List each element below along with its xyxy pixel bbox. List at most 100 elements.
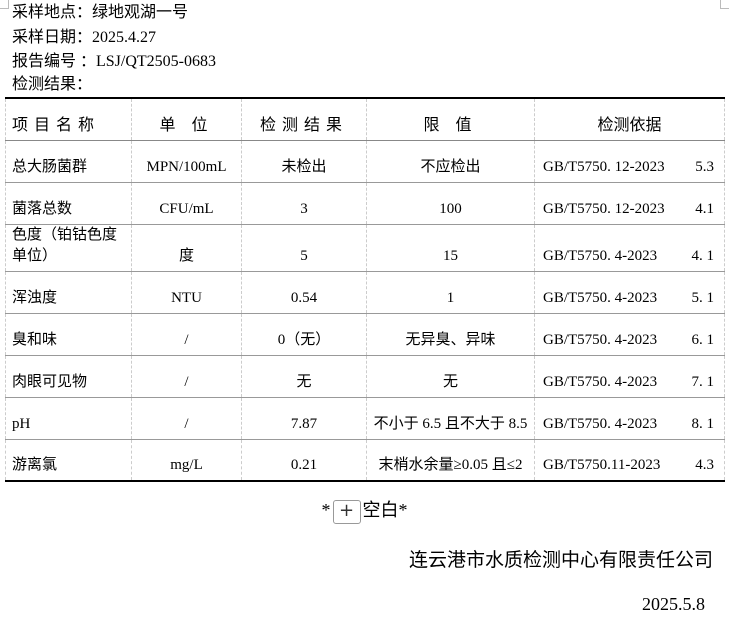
result-text: 无 xyxy=(296,373,312,390)
column-header: 单 位 xyxy=(131,98,242,140)
unit-text: NTU xyxy=(171,289,202,306)
basis-text: GB/T5750. 4-2023 xyxy=(543,415,658,432)
cell-limit: 不小于 6.5 且不大于 8.5 xyxy=(366,397,535,439)
item-name-text: 游离氯 xyxy=(12,457,58,473)
clause-text: 7. 1 xyxy=(691,373,715,390)
cell-result: 3 xyxy=(241,182,367,224)
limit-text: 100 xyxy=(439,200,462,217)
blank-prefix: * xyxy=(321,500,331,520)
clause-text: 6. 1 xyxy=(691,331,715,348)
results-table: 项目名称 单 位 检测结果 限 值 检测依据 总大肠菌群 MPN/100mL 未检出… xyxy=(5,97,725,482)
result-text: 0（无） xyxy=(277,331,331,348)
clause-text: 4.3 xyxy=(695,457,714,473)
cell-unit: 度 xyxy=(131,224,242,271)
result-text: 0.54 xyxy=(290,289,318,306)
cell-item-name: pH xyxy=(5,397,132,439)
cell-limit: 无异臭、异味 xyxy=(366,313,535,355)
unit-text: 度 xyxy=(178,247,194,264)
cell-unit: CFU/mL xyxy=(131,182,242,224)
cell-basis: GB/T5750. 4-2023 8. 1 xyxy=(534,397,725,439)
cell-unit: mg/L xyxy=(131,439,242,481)
cell-result: 0（无） xyxy=(241,313,367,355)
cell-result: 未检出 xyxy=(241,140,367,182)
unit-text: mg/L xyxy=(170,457,203,473)
cell-item-name: 浑浊度 xyxy=(5,271,132,313)
item-name-text: 臭和味 xyxy=(12,331,58,348)
company-name: 连云港市水质检测中心有限责任公司 xyxy=(408,549,713,571)
item-name-text: 色度（铂钴色度单位） xyxy=(12,226,118,264)
result-text: 3 xyxy=(300,200,308,217)
cell-limit: 15 xyxy=(366,224,535,271)
column-header: 检测结果 xyxy=(241,98,367,140)
cell-unit: MPN/100mL xyxy=(131,140,242,182)
cell-basis: GB/T5750. 4-2023 7. 1 xyxy=(534,355,725,397)
column-header: 检测依据 xyxy=(534,98,725,140)
page-corner-mark xyxy=(0,0,9,9)
cell-item-name: 色度（铂钴色度单位） xyxy=(5,224,132,271)
unit-text: MPN/100mL xyxy=(146,158,227,175)
cell-basis: GB/T5750.11-2023 4.3 xyxy=(534,439,725,481)
unit-text: / xyxy=(184,373,189,390)
cell-limit: 1 xyxy=(366,271,535,313)
cell-limit: 末梢水余量≥0.05 且≤2 xyxy=(366,439,535,481)
table-row: 游离氯 mg/L 0.21 末梢水余量≥0.05 且≤2 GB/T5750.11-202… xyxy=(5,439,725,481)
cell-result: 0.21 xyxy=(241,439,367,481)
basis-text: GB/T5750. 4-2023 xyxy=(543,373,658,390)
cell-item-name: 臭和味 xyxy=(5,313,132,355)
sampling-date: 采样日期：2025.4.27 xyxy=(12,29,157,46)
cell-unit: / xyxy=(131,313,242,355)
basis-text: GB/T5750. 12-2023 xyxy=(543,158,665,175)
cell-item-name: 游离氯 xyxy=(5,439,132,481)
unit-text: / xyxy=(184,331,189,348)
cell-unit: / xyxy=(131,355,242,397)
result-text: 5 xyxy=(300,247,308,264)
page-corner-mark xyxy=(720,0,729,9)
table-header-row: 项目名称 单 位 检测结果 限 值 检测依据 xyxy=(5,98,725,140)
item-name-text: 肉眼可见物 xyxy=(12,373,88,390)
table-row: 总大肠菌群 MPN/100mL 未检出 不应检出 GB/T5750. 12-2023 5.… xyxy=(5,140,725,182)
cell-item-name: 肉眼可见物 xyxy=(5,355,132,397)
limit-text: 无 xyxy=(442,373,458,390)
cell-result: 5 xyxy=(241,224,367,271)
item-name-text: pH xyxy=(12,415,31,432)
cell-unit: / xyxy=(131,397,242,439)
table-row: 肉眼可见物 / 无 无 GB/T5750. 4-2023 7. 1 xyxy=(5,355,725,397)
item-name-text: 菌落总数 xyxy=(12,200,73,217)
result-text: 7.87 xyxy=(290,415,318,432)
cell-limit: 不应检出 xyxy=(366,140,535,182)
cell-basis: GB/T5750. 4-2023 5. 1 xyxy=(534,271,725,313)
cell-unit: NTU xyxy=(131,271,242,313)
table-row: 臭和味 / 0（无） 无异臭、异味 GB/T5750. 4-2023 6. 1 xyxy=(5,313,725,355)
add-button[interactable]: + xyxy=(332,499,361,524)
cell-basis: GB/T5750. 4-2023 6. 1 xyxy=(534,313,725,355)
table-row: 菌落总数 CFU/mL 3 100 GB/T5750. 12-2023 4.1 xyxy=(5,182,725,224)
cell-result: 0.54 xyxy=(241,271,367,313)
column-header: 项目名称 xyxy=(5,98,132,140)
cell-item-name: 总大肠菌群 xyxy=(5,140,132,182)
table-row: 色度（铂钴色度单位） 度 5 15 GB/T5750. 4-2023 4. 1 xyxy=(5,224,725,271)
column-header: 限 值 xyxy=(366,98,535,140)
unit-text: / xyxy=(184,415,189,432)
table-row: 浑浊度 NTU 0.54 1 GB/T5750. 4-2023 5. 1 xyxy=(5,271,725,313)
unit-text: CFU/mL xyxy=(159,200,214,217)
item-name-text: 总大肠菌群 xyxy=(12,158,88,175)
limit-text: 不小于 6.5 且不大于 8.5 xyxy=(373,415,528,432)
blank-suffix: 空白* xyxy=(362,500,408,520)
cell-item-name: 菌落总数 xyxy=(5,182,132,224)
result-text: 未检出 xyxy=(281,158,327,175)
report-number: 报告编号 ：LSJ/QT2505-0683 xyxy=(12,53,217,70)
clause-text: 4. 1 xyxy=(691,247,715,264)
limit-text: 1 xyxy=(446,289,455,306)
limit-text: 末梢水余量≥0.05 且≤2 xyxy=(378,457,523,473)
limit-text: 15 xyxy=(443,247,458,264)
results-label: 检测结果： xyxy=(12,76,93,93)
clause-text: 5.3 xyxy=(695,158,714,175)
table-row: pH / 7.87 不小于 6.5 且不大于 8.5 GB/T5750. 4-2023 8… xyxy=(5,397,725,439)
cell-result: 无 xyxy=(241,355,367,397)
cell-limit: 无 xyxy=(366,355,535,397)
basis-text: GB/T5750.11-2023 xyxy=(543,457,661,473)
result-text: 0.21 xyxy=(290,457,318,473)
basis-text: GB/T5750. 4-2023 xyxy=(543,289,658,306)
item-name-text: 浑浊度 xyxy=(12,289,58,306)
cell-limit: 100 xyxy=(366,182,535,224)
